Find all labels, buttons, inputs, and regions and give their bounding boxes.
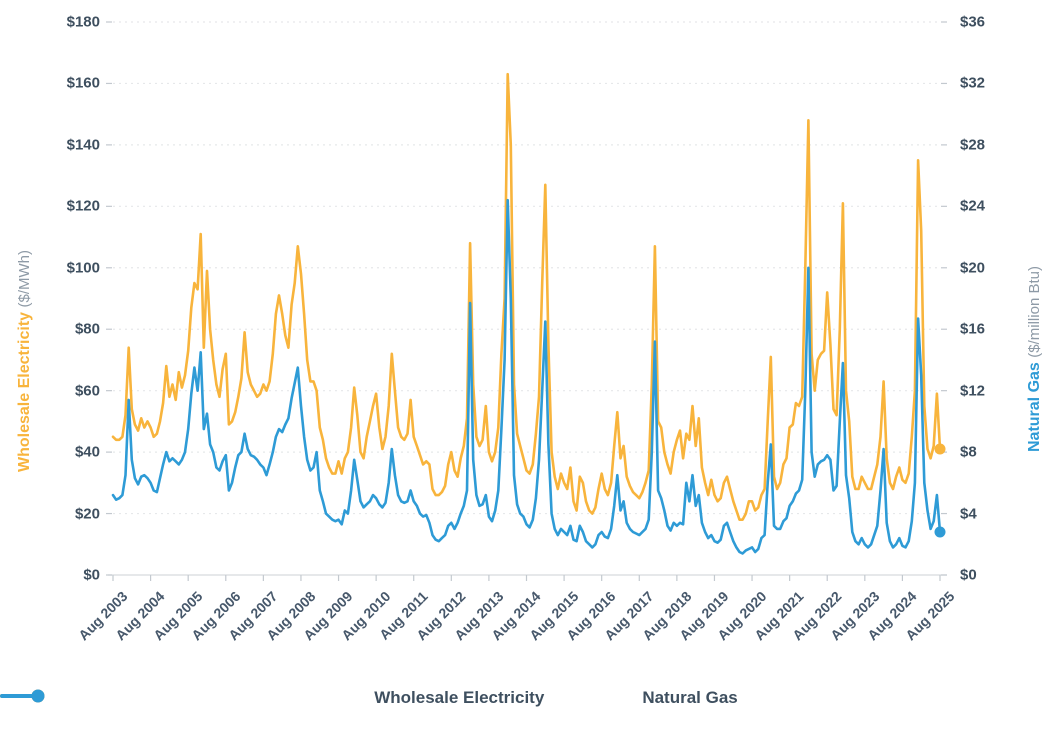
left-axis-tick-label: $160	[66, 74, 100, 92]
wholesale-electricity-end-dot	[934, 443, 946, 455]
right-axis-tick-label: $28	[960, 136, 986, 154]
left-axis-tick-label: $120	[66, 197, 100, 215]
legend: Wholesale Electricity Natural Gas	[0, 688, 1060, 708]
right-axis-tick-label: $0	[960, 566, 977, 584]
natural-gas-end-dot	[934, 526, 946, 538]
natural-gas-line	[111, 198, 942, 555]
left-axis-tick-label: $80	[74, 320, 100, 338]
right-axis-tick-label: $32	[960, 74, 986, 92]
natural-gas-line-swatch-icon	[0, 689, 636, 706]
right-axis-title: Natural Gas ($/million Btu)	[1026, 266, 1044, 452]
legend-label-electricity: Wholesale Electricity	[374, 688, 545, 707]
right-axis-tick-label: $12	[960, 382, 986, 400]
left-axis-tick-label: $180	[66, 13, 100, 31]
left-axis-unit-label: ($/MWh)	[16, 249, 33, 308]
right-axis-tick-label: $36	[960, 13, 986, 31]
left-axis-title: Wholesale Electricity ($/MWh)	[16, 250, 34, 472]
left-axis-series-label: Wholesale Electricity	[16, 311, 33, 472]
left-axis-tick-label: $0	[83, 566, 100, 584]
legend-label-natural-gas: Natural Gas	[642, 688, 738, 707]
right-axis-tick-label: $4	[960, 505, 977, 523]
wholesale-electricity-line	[111, 72, 942, 522]
electricity-line-swatch-icon	[0, 689, 368, 706]
right-axis-tick-label: $20	[960, 259, 986, 277]
right-axis-series-label: Natural Gas	[1026, 362, 1043, 452]
legend-item-natural-gas[interactable]: Natural Gas	[0, 688, 738, 708]
right-axis-tick-label: $8	[960, 443, 977, 461]
right-axis-tick-label: $24	[960, 197, 986, 215]
legend-item-electricity[interactable]: Wholesale Electricity	[0, 688, 545, 708]
left-axis-tick-label: $40	[74, 443, 100, 461]
left-axis-tick-label: $60	[74, 382, 100, 400]
right-axis-unit-label: ($/million Btu)	[1026, 266, 1043, 358]
left-axis-tick-label: $140	[66, 136, 100, 154]
right-axis-tick-label: $16	[960, 320, 986, 338]
left-axis-tick-label: $20	[74, 505, 100, 523]
left-axis-tick-label: $100	[66, 259, 100, 277]
